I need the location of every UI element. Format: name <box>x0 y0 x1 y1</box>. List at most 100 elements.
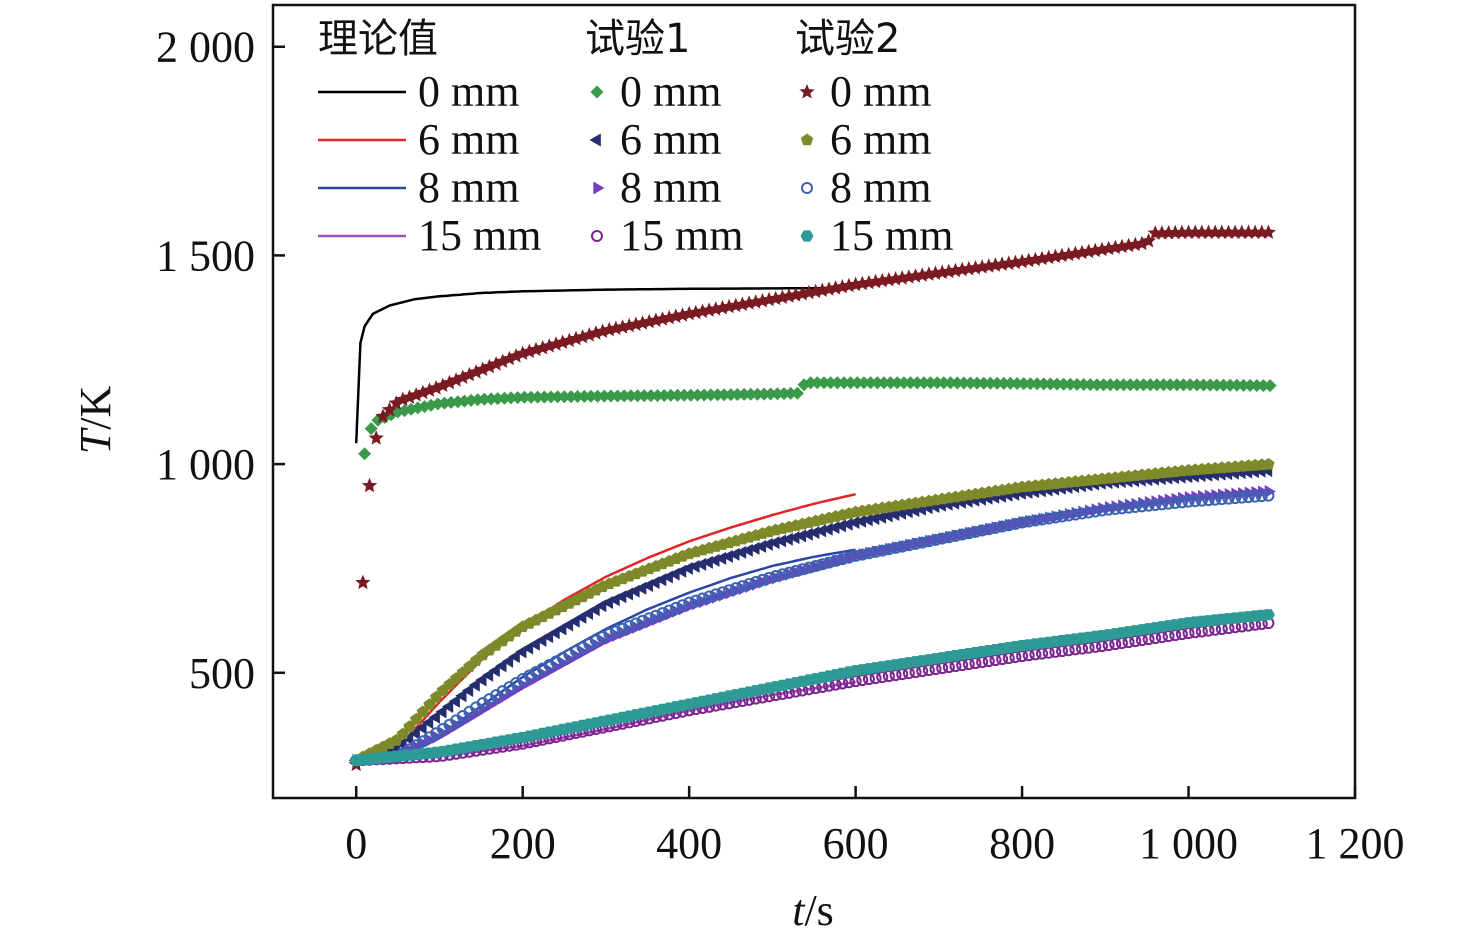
data-point <box>829 554 842 567</box>
data-point <box>537 390 551 404</box>
legend-swatch <box>591 230 603 242</box>
data-point <box>556 652 569 665</box>
data-point <box>1049 511 1062 524</box>
data-point <box>358 447 372 461</box>
legend-swatch <box>800 230 814 242</box>
data-point <box>488 664 500 678</box>
data-point <box>814 524 827 538</box>
legend-swatch <box>590 85 604 99</box>
data-point <box>651 389 664 403</box>
data-point <box>468 678 480 692</box>
data-point <box>896 540 909 553</box>
data-point <box>768 536 780 550</box>
y-axis: 500 1 000 1 500 2 000 <box>156 23 285 698</box>
data-point <box>816 558 829 571</box>
data-point <box>658 610 670 624</box>
data-point <box>808 526 820 539</box>
data-point <box>956 528 969 541</box>
data-point <box>455 369 471 384</box>
data-point <box>876 544 889 557</box>
data-point <box>1037 377 1051 391</box>
data-point <box>1003 376 1017 390</box>
data-point <box>937 376 951 390</box>
data-point <box>743 578 756 591</box>
legend-swatch <box>801 182 813 194</box>
data-point <box>589 634 602 647</box>
data-point <box>1042 512 1055 525</box>
data-point <box>1223 378 1237 392</box>
data-point <box>1103 378 1117 392</box>
data-point <box>910 376 924 390</box>
data-point <box>844 376 858 390</box>
data-point <box>631 389 645 403</box>
data-point <box>597 389 611 403</box>
data-point <box>904 376 917 390</box>
data-point <box>1230 378 1244 392</box>
data-point <box>803 561 816 574</box>
data-point <box>1256 379 1270 393</box>
x-tick-label: 200 <box>490 819 556 868</box>
data-point <box>683 596 696 609</box>
data-point <box>1229 492 1242 505</box>
series-layer <box>348 224 1277 772</box>
data-point <box>784 386 798 400</box>
y-tick-label: 500 <box>189 649 255 698</box>
data-point <box>756 573 769 586</box>
data-point <box>881 509 893 523</box>
data-point <box>1262 489 1275 502</box>
legend-label: 8 mm <box>830 163 931 212</box>
data-point <box>942 531 955 544</box>
data-point <box>1017 377 1031 391</box>
data-point <box>864 376 878 390</box>
data-point <box>801 527 813 541</box>
data-point <box>1237 378 1250 392</box>
data-point <box>889 541 902 554</box>
series-4 <box>358 376 1277 461</box>
data-point <box>1097 378 1111 392</box>
data-point <box>481 668 494 682</box>
data-point <box>982 523 995 536</box>
data-point <box>1182 495 1195 508</box>
data-point <box>543 659 556 672</box>
data-point <box>663 604 676 617</box>
data-point <box>1109 503 1122 516</box>
data-point <box>1162 497 1175 510</box>
data-point <box>676 599 689 612</box>
data-point <box>524 390 538 404</box>
data-point <box>465 710 477 724</box>
series-11 <box>349 609 1275 767</box>
data-point <box>1261 609 1275 621</box>
data-point <box>1169 497 1182 510</box>
data-point <box>695 557 707 571</box>
data-point <box>1215 493 1228 506</box>
x-tick-label: 1 200 <box>1306 819 1405 868</box>
data-point <box>649 609 662 622</box>
data-point <box>1036 513 1049 526</box>
data-point <box>697 388 711 402</box>
data-point <box>501 350 517 366</box>
data-point <box>696 592 709 605</box>
data-point <box>924 376 937 390</box>
data-point <box>1189 495 1202 508</box>
data-point <box>1197 378 1210 392</box>
data-point <box>729 582 742 595</box>
legend-item: 0 mm <box>799 67 931 116</box>
data-point <box>1050 377 1064 391</box>
data-point <box>817 376 831 390</box>
legend-label: 8 mm <box>620 163 721 212</box>
data-point <box>976 524 989 537</box>
data-point <box>709 588 722 601</box>
data-point <box>604 389 618 403</box>
x-tick-label: 600 <box>823 819 889 868</box>
data-point <box>678 602 690 616</box>
data-point <box>455 689 467 703</box>
data-point <box>422 716 434 729</box>
legend-item: 0 mm <box>318 67 519 116</box>
data-point <box>584 389 598 403</box>
data-point <box>1117 378 1131 392</box>
data-point <box>475 673 487 687</box>
data-point <box>794 529 807 543</box>
data-point <box>748 541 760 555</box>
data-point <box>701 555 713 569</box>
